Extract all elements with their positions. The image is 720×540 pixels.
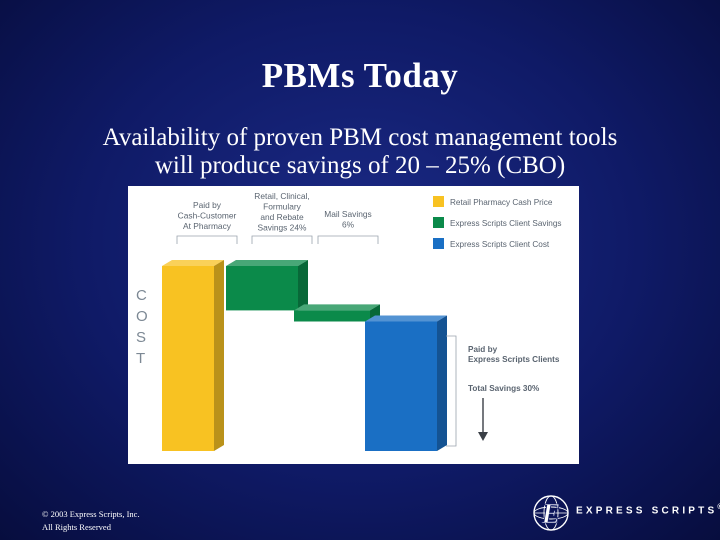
cost-axis-letter: T	[136, 350, 145, 367]
copyright-line: © 2003 Express Scripts, Inc.	[42, 509, 140, 519]
legend-swatch	[433, 217, 444, 228]
column-label-text: Paid by	[193, 200, 222, 210]
legend-label: Express Scripts Client Cost	[450, 240, 550, 249]
bar-top-face	[294, 304, 380, 311]
logo-text: EXPRESS SCRIPTS	[576, 505, 718, 517]
slide-title: PBMs Today	[261, 56, 459, 95]
column-label-text: Cash-Customer	[178, 211, 237, 221]
subtitle-line-2: will produce savings of 20 – 25% (CBO)	[154, 152, 566, 179]
bar-front-face	[226, 266, 298, 311]
legend-label: Retail Pharmacy Cash Price	[450, 198, 553, 207]
column-bracket	[176, 235, 238, 244]
cost-axis-letter: C	[136, 287, 147, 304]
globe-e-icon: E	[533, 495, 569, 531]
column-label-text: Formulary	[263, 202, 302, 212]
cost-axis-letter: S	[136, 329, 146, 346]
bar-top-face	[226, 260, 308, 266]
column-label-text: Retail, Clinical,	[254, 191, 309, 201]
bar-top-face	[365, 315, 447, 322]
bar-side-face	[214, 260, 224, 451]
bar-side-face	[298, 260, 308, 311]
waterfall-chart: C O S T Paid by Cash-Customer At Pharmacy Retai…	[128, 186, 579, 464]
legend-label: Express Scripts Client Savings	[450, 219, 561, 228]
column-label-text: Savings 24%	[258, 223, 307, 233]
bar-front-face	[294, 310, 370, 322]
slide-subtitle: Availability of proven PBM cost manageme…	[40, 124, 680, 180]
bar-top-face	[162, 260, 224, 266]
bar-front-face	[365, 321, 437, 451]
column-bracket	[317, 235, 379, 244]
bar-side-face	[437, 315, 447, 451]
client-cost-label: Express Scripts Clients	[468, 355, 560, 364]
column-label-text: At Pharmacy	[183, 221, 232, 231]
column-label-text: and Rebate	[260, 212, 304, 222]
client-cost-bracket	[446, 335, 457, 447]
copyright-footer: © 2003 Express Scripts, Inc. All Rights …	[42, 508, 140, 534]
subtitle-line-1: Availability of proven PBM cost manageme…	[102, 124, 618, 151]
client-cost-label: Paid by	[468, 345, 498, 354]
total-savings-label: Total Savings 30%	[468, 384, 540, 393]
column-label-text: Mail Savings	[324, 209, 371, 219]
trademark-symbol: ®	[717, 504, 720, 511]
rights-line: All Rights Reserved	[42, 522, 111, 532]
svg-text:E: E	[541, 499, 561, 530]
column-label-text: 6%	[342, 220, 355, 230]
legend-swatch	[433, 196, 444, 207]
bar-front-face	[162, 266, 214, 451]
column-bracket	[251, 235, 313, 244]
express-scripts-logo: E EXPRESS SCRIPTS®	[530, 492, 720, 532]
savings-arrow-head	[478, 432, 488, 441]
logo-wordmark: EXPRESS SCRIPTS®	[576, 504, 720, 516]
cost-axis-letter: O	[136, 308, 148, 325]
legend-swatch	[433, 238, 444, 249]
